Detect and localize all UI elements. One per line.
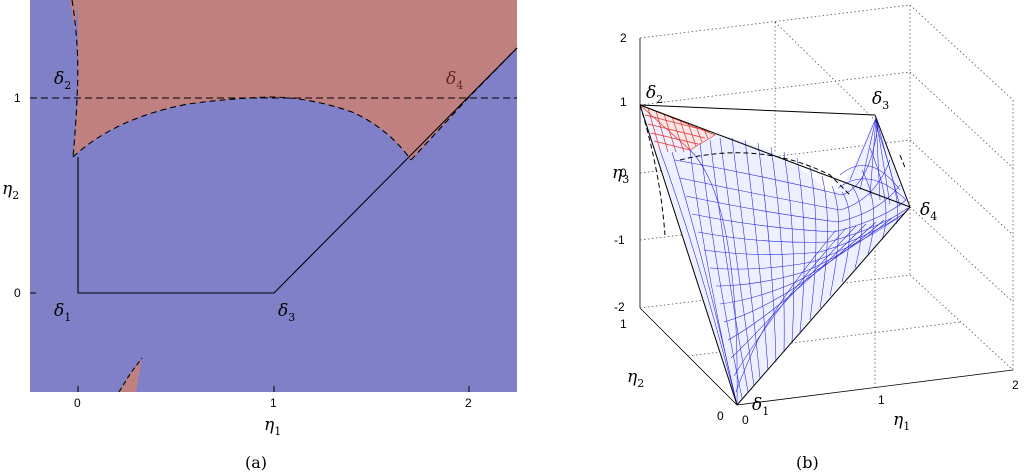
surface-fill — [640, 105, 910, 405]
solid-path — [77, 47, 518, 294]
y-tick-b-1: 1 — [620, 317, 627, 331]
y-tick-0: 0 — [14, 286, 21, 300]
y-axis-label-a: η2 — [2, 179, 19, 202]
y-tick-1: 1 — [14, 91, 21, 105]
point-label-a-1: δ1 — [54, 301, 71, 324]
z-tick-2: 2 — [620, 31, 627, 45]
point-label-a-3: δ3 — [278, 301, 295, 324]
z-axis-label-b: η3 — [612, 163, 629, 186]
dashed-curves-b — [639, 104, 907, 236]
x-axis-label-b: η1 — [893, 410, 910, 433]
z-tick-minus2: -2 — [614, 300, 625, 314]
panel-b: 2 1 0 -1 -2 1 0 0 1 2 η3 η2 η1 δ1 δ2 δ3 … — [612, 4, 1019, 472]
z-tick-1: 1 — [620, 95, 627, 109]
red-mesh — [639, 104, 716, 153]
caption-b: (b) — [796, 453, 819, 472]
x-tick-0: 0 — [74, 396, 81, 410]
x-tick-b-2: 2 — [1012, 378, 1019, 392]
x-tick-b-0: 0 — [742, 413, 749, 427]
y-tick-b-0: 0 — [717, 409, 724, 423]
point-label-a-4: δ4 — [446, 69, 463, 92]
axis-ticks-a — [30, 97, 470, 392]
boundary-curve — [72, 96, 412, 161]
x-tick-b-1: 1 — [878, 393, 885, 407]
x-tick-1: 1 — [270, 396, 277, 410]
simplex-edges — [639, 104, 911, 406]
point-label-b-2: δ2 — [646, 83, 663, 106]
boundary-bottom — [118, 357, 143, 393]
x-tick-2: 2 — [465, 396, 472, 410]
x-axis-label-a: η1 — [264, 415, 281, 438]
red-region-top — [73, 0, 517, 160]
point-label-b-3: δ3 — [872, 89, 889, 112]
z-tick-0: 0 — [620, 166, 627, 180]
point-label-a-2: δ2 — [54, 69, 71, 92]
panel-a: 0 1 2 0 1 η1 η2 δ1 δ2 δ3 δ4 (a) — [2, 0, 518, 472]
blue-mesh — [659, 117, 909, 406]
caption-a: (a) — [245, 453, 267, 472]
point-label-b-4: δ4 — [920, 200, 937, 223]
point-label-b-1: δ1 — [752, 395, 769, 418]
y-axis-label-b: η2 — [627, 367, 644, 390]
z-tick-minus1: -1 — [614, 233, 625, 247]
